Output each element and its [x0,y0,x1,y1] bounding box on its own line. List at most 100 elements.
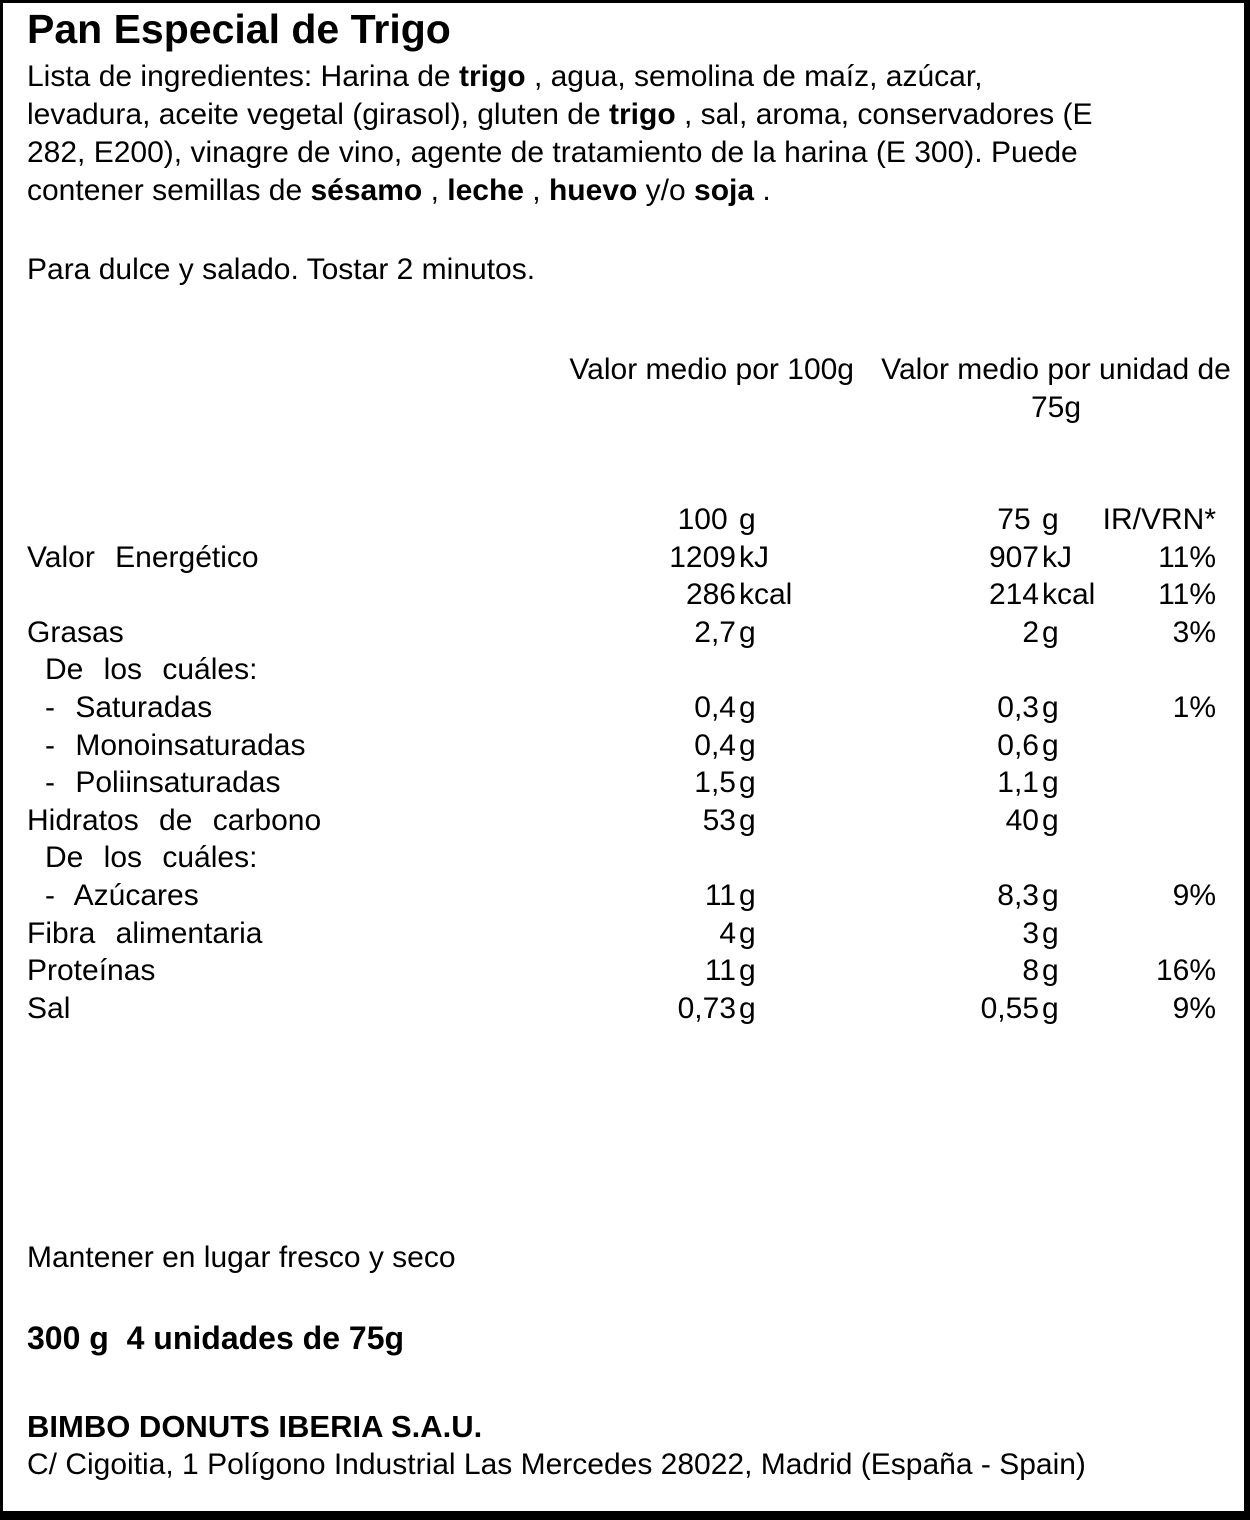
row-label: De los cuáles: [45,653,258,687]
table-row: De los cuáles: [3,651,1244,689]
unit-per-100g: g [739,503,756,536]
table-row: De los cuáles: [3,839,1244,877]
value-per-100g: 11 [704,878,736,912]
row-label: Valor Energético [27,540,259,574]
value-per-100g: 4 [719,916,736,950]
unit-per-100g: g [739,615,756,649]
value-per-100g: 1,5 [694,766,736,800]
manufacturer-name: BIMBO DONUTS IBERIA S.A.U. [27,1409,483,1444]
unit-per-100g: g [739,916,756,950]
row-label: De los cuáles: [45,841,258,875]
value-per-100g: 0,4 [694,728,736,762]
value-per-100g: 53 [702,803,736,837]
value-per-75g: 3 [1022,916,1039,950]
percent-reference-intake [1088,802,1216,840]
value-per-100g: 11 [704,954,736,988]
unit-per-75g: g [1042,991,1059,1025]
allergen-ingredient: huevo [548,174,638,207]
row-label: - Saturadas [45,690,213,724]
unit-per-75g: kJ [1042,540,1072,574]
unit-per-100g: g [739,803,756,837]
ingredient-line: contener semillas de sésamo , leche , hu… [27,172,1237,210]
percent-reference-intake [1088,651,1216,689]
table-row: Grasas 2,7 g 2 g 3% [3,614,1244,652]
percent-reference-intake [1088,764,1216,802]
value-per-75g: 214 [988,578,1039,612]
row-label: Hidratos de carbono [27,803,322,837]
ingredient-line: levadura, aceite vegetal (girasol), glut… [27,96,1237,134]
value-per-75g: 0,3 [997,690,1039,724]
ingredient-text: contener semillas de [27,174,311,207]
unit-per-100g: g [739,878,756,912]
unit-per-75g: kcal [1042,578,1096,612]
row-label [3,501,603,539]
unit-per-100g: g [739,954,756,988]
value-per-100g: 1209 [669,540,736,574]
value-per-100g [603,651,736,689]
usage-note: Para dulce y salado. Tostar 2 minutos. [27,253,536,286]
table-row: - Saturadas 0,4 g 0,3 g 1% [3,689,1244,727]
column-header-per-100g: Valor medio por 100g [569,353,854,386]
row-label: - Azúcares [45,878,199,912]
ingredient-text: . [754,174,771,207]
unit-per-75g [1039,651,1088,689]
percent-reference-intake: 16% [1155,954,1216,988]
value-per-100g [603,839,736,877]
row-label: Grasas [27,615,124,649]
unit-per-75g: g [1042,766,1059,800]
net-weight: 300 g 4 unidades de 75g [27,1320,405,1356]
ingredient-text: , [422,174,448,207]
value-per-100g: 0,73 [677,991,736,1025]
percent-reference-intake: 11% [1158,578,1216,612]
value-per-75g: 2 [1022,615,1039,649]
unit-per-75g: g [1042,954,1059,988]
row-label: Proteínas [27,954,156,988]
value-per-75g: 75 [997,503,1039,536]
ingredient-text: levadura, aceite vegetal (girasol), glut… [27,98,610,131]
value-per-75g: 40 [1005,803,1039,837]
unit-per-75g [1039,839,1088,877]
unit-per-75g: g [1042,690,1059,724]
unit-per-75g: g [1042,916,1059,950]
unit-per-100g: g [739,690,756,724]
percent-reference-intake: IR/VRN* [1102,503,1216,536]
value-per-100g: 100 [677,503,736,536]
column-header-per-unit-line1: Valor medio por unidad de [881,353,1231,386]
ingredient-text: , agua, semolina de maíz, azúcar, [525,60,983,93]
table-row: Proteínas 11 g 8 g 16% [3,952,1244,990]
unit-per-75g: g [1042,878,1059,912]
unit-per-100g [736,839,823,877]
ingredient-text: , sal, aroma, conservadores (E [675,98,1093,131]
row-label: - Monoinsaturadas [45,728,306,762]
unit-per-100g: g [739,991,756,1025]
nutrition-table: 100 g 75 g IR/VRN* Valor Energético 1209… [3,501,1244,1027]
unit-per-75g: g [1042,503,1059,536]
table-row: 286 kcal 214 kcal 11% [3,576,1244,614]
unit-per-100g: g [739,766,756,800]
table-row: 100 g 75 g IR/VRN* [3,501,1244,539]
unit-per-100g: kJ [739,540,769,574]
column-header-per-unit-line2: 75g [1030,391,1082,424]
ingredient-line: Lista de ingredientes: Harina de trigo ,… [27,58,1237,96]
value-per-75g: 8,3 [997,878,1039,912]
value-per-75g [823,651,1039,689]
column-header-per-unit: Valor medio por unidad de 75g [866,351,1244,427]
table-row: - Monoinsaturadas 0,4 g 0,6 g [3,727,1244,765]
storage-note: Mantener en lugar fresco y seco [27,1241,456,1274]
percent-reference-intake [1088,915,1216,953]
row-label: Sal [27,991,71,1025]
allergen-ingredient: soja [694,174,755,207]
unit-per-75g: g [1042,803,1059,837]
percent-reference-intake: 9% [1172,991,1216,1025]
unit-per-75g: g [1042,615,1059,649]
ingredient-text: , [523,174,549,207]
row-label [3,576,603,614]
allergen-ingredient: leche [447,174,524,207]
percent-reference-intake: 11% [1158,540,1216,574]
unit-per-75g: g [1042,728,1059,762]
percent-reference-intake: 9% [1172,878,1216,912]
percent-reference-intake: 1% [1172,690,1216,724]
allergen-ingredient: trigo [458,60,526,93]
row-label: Fibra alimentaria [27,916,263,950]
